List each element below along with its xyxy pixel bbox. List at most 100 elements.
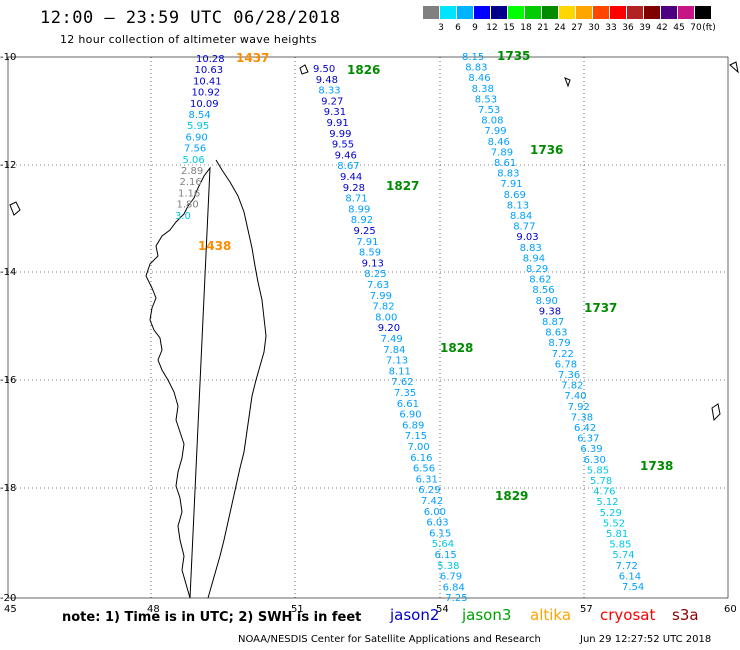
orbit-time-label: 1438 bbox=[198, 239, 231, 253]
wave-height-value: 7.25 bbox=[445, 593, 467, 604]
wave-height-value: 8.33 bbox=[318, 86, 340, 97]
satellite-label-s3a: s3a bbox=[672, 606, 699, 624]
orbit-time-label: 1829 bbox=[495, 489, 528, 503]
tromelin-island bbox=[711, 403, 721, 422]
lon-label: 60 bbox=[724, 604, 737, 615]
wave-height-value: 7.82 bbox=[372, 302, 394, 313]
legend-swatch bbox=[627, 6, 644, 19]
agalega-island bbox=[564, 77, 571, 88]
wave-height-value: 7.42 bbox=[421, 496, 443, 507]
legend-swatch bbox=[525, 6, 542, 19]
legend-swatch bbox=[508, 6, 525, 19]
wave-height-value: 7.84 bbox=[383, 345, 405, 356]
legend-swatch bbox=[491, 6, 508, 19]
wave-height-value: 2.89 bbox=[181, 166, 203, 177]
wave-height-value: 9.48 bbox=[316, 75, 338, 86]
comoros-island bbox=[9, 201, 21, 216]
legend-label: 42 bbox=[656, 23, 668, 33]
wave-height-value: 8.54 bbox=[189, 110, 211, 121]
wave-height-value: 7.00 bbox=[408, 442, 430, 453]
wave-height-value: 7.99 bbox=[484, 126, 506, 137]
orbit-time-label: 1826 bbox=[347, 63, 380, 77]
color-scale-legend: 3 6 9 12 15 18 21 24 27 30 33 36 39 42 45 70 (ft) bbox=[423, 6, 729, 36]
wave-height-value: 8.38 bbox=[472, 84, 494, 95]
wave-height-value: 7.92 bbox=[568, 402, 590, 413]
generated-timestamp: Jun 29 12:27:52 UTC 2018 bbox=[580, 634, 712, 645]
orbit-time-label: 1737 bbox=[584, 301, 617, 315]
wave-height-value: 8.29 bbox=[526, 264, 548, 275]
wave-height-value: 8.59 bbox=[359, 248, 381, 259]
satellite-label-altika: altika bbox=[530, 606, 572, 624]
wave-height-value: 7.82 bbox=[561, 381, 583, 392]
legend-label: 36 bbox=[622, 23, 634, 33]
wave-height-value: 9.46 bbox=[335, 150, 357, 161]
legend-label: 3 bbox=[438, 23, 444, 33]
lat-label: -18 bbox=[0, 483, 16, 494]
wave-height-value: 5.06 bbox=[183, 155, 205, 166]
wave-height-value: 3.0 bbox=[175, 211, 191, 222]
wave-height-value: 9.91 bbox=[327, 118, 349, 129]
wave-height-value: 8.90 bbox=[536, 296, 558, 307]
wave-height-value: 6.79 bbox=[440, 572, 462, 583]
footer-note: note: 1) Time is in UTC; 2) SWH is in fe… bbox=[62, 610, 362, 625]
graticule bbox=[8, 57, 728, 598]
map-frame bbox=[7, 56, 729, 599]
wave-height-value: 8.00 bbox=[375, 312, 397, 323]
wave-height-value: 10.92 bbox=[192, 88, 221, 99]
wave-height-value: 6.84 bbox=[443, 582, 465, 593]
legend-label: 24 bbox=[554, 23, 566, 33]
wave-height-value: 6.15 bbox=[435, 550, 457, 561]
wave-height-value: 9.38 bbox=[539, 306, 561, 317]
wave-height-value: 6.00 bbox=[424, 507, 446, 518]
lat-label: -16 bbox=[0, 375, 16, 386]
wave-height-value: 9.20 bbox=[378, 323, 400, 334]
lon-label: 51 bbox=[291, 604, 304, 615]
wave-height-value: 8.46 bbox=[468, 73, 490, 84]
chart-title: 12:00 – 23:59 UTC 06/28/2018 bbox=[40, 8, 341, 28]
satellite-label-cryosat: cryosat bbox=[600, 606, 656, 624]
wave-height-value: 5.38 bbox=[437, 561, 459, 572]
wave-height-value: 5.12 bbox=[596, 497, 618, 508]
wave-height-value: 2.16 bbox=[180, 177, 202, 188]
wave-height-value: 7.22 bbox=[552, 349, 574, 360]
legend-label: 70 bbox=[690, 23, 702, 33]
wave-height-value: 9.03 bbox=[516, 232, 538, 243]
wave-height-value: 6.37 bbox=[577, 434, 599, 445]
wave-height-value: 7.35 bbox=[394, 388, 416, 399]
wave-height-value: 8.11 bbox=[389, 366, 411, 377]
wave-height-value: 8.79 bbox=[548, 338, 570, 349]
orbit-time-labels: 1437 1438 1826 1827 1828 1829 1735 1736 1737 1738 bbox=[198, 49, 673, 503]
satellite-label-jason2: jason2 bbox=[390, 606, 440, 624]
wave-height-value: 8.87 bbox=[542, 317, 564, 328]
wave-height-value: 7.13 bbox=[386, 356, 408, 367]
wave-height-value: 7.62 bbox=[391, 377, 413, 388]
wave-height-value: 7.40 bbox=[564, 391, 586, 402]
wave-height-value: 8.67 bbox=[337, 161, 359, 172]
wave-height-value: 1.80 bbox=[177, 200, 199, 211]
wave-height-value: 6.30 bbox=[584, 455, 606, 466]
legend-swatch bbox=[576, 6, 593, 19]
legend-label: 9 bbox=[472, 23, 478, 33]
wave-height-value: 8.62 bbox=[529, 275, 551, 286]
orbit-time-label: 1736 bbox=[530, 143, 563, 157]
wave-height-value: 5.74 bbox=[612, 550, 634, 561]
legend-swatch bbox=[661, 6, 678, 19]
legend-label: 33 bbox=[605, 23, 617, 33]
legend-swatch bbox=[440, 6, 457, 19]
wave-height-value: 7.38 bbox=[571, 412, 593, 423]
aldabra-island bbox=[299, 64, 309, 75]
wave-height-value: 7.36 bbox=[558, 370, 580, 381]
wave-height-value: 8.71 bbox=[345, 194, 367, 205]
wave-height-value: 6.90 bbox=[399, 410, 421, 421]
legend-label: 21 bbox=[537, 23, 549, 33]
wave-height-value: 5.52 bbox=[603, 518, 625, 529]
lat-label: -20 bbox=[0, 593, 16, 604]
wave-height-value: 6.31 bbox=[416, 474, 438, 485]
wave-height-value: 9.13 bbox=[362, 258, 384, 269]
wave-height-value: 9.25 bbox=[354, 226, 376, 237]
wave-height-value: 9.27 bbox=[321, 96, 343, 107]
legend-label: 15 bbox=[503, 23, 515, 33]
legend-label: 12 bbox=[486, 23, 498, 33]
lon-label: 48 bbox=[147, 604, 160, 615]
wave-height-value: 5.95 bbox=[187, 121, 209, 132]
